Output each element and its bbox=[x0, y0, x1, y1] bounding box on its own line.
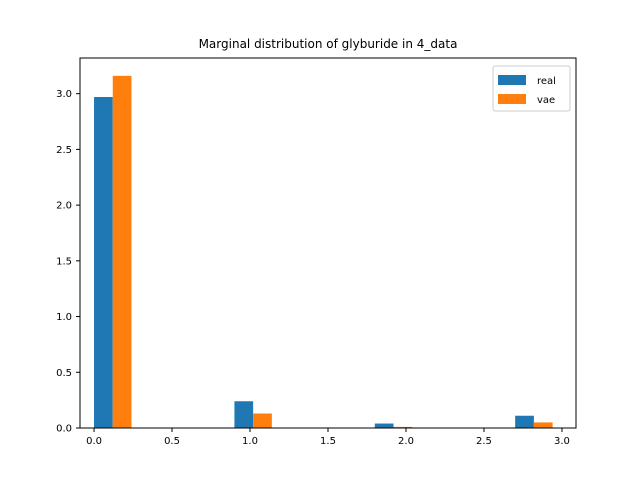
bar-vae-3 bbox=[393, 426, 413, 428]
legend-swatch-vae bbox=[498, 94, 526, 104]
x-tick-label-6: 2.5 bbox=[476, 436, 492, 447]
y-tick-label-5: 2.0 bbox=[56, 201, 72, 212]
legend-label-vae: vae bbox=[537, 95, 555, 106]
y-tick-label-1: 0.0 bbox=[56, 424, 72, 435]
legend-box bbox=[492, 65, 571, 112]
x-tick-label-4: 1.5 bbox=[320, 436, 336, 447]
x-tick-label-1: 0.0 bbox=[86, 436, 102, 447]
y-tick-label-2: 0.5 bbox=[56, 368, 72, 379]
y-tick-label-4: 1.5 bbox=[56, 256, 72, 267]
legend: real vae bbox=[492, 65, 571, 112]
legend-swatch-real bbox=[498, 75, 526, 85]
x-tick-label-2: 0.5 bbox=[164, 436, 180, 447]
bar-real-1 bbox=[94, 97, 113, 428]
y-axis-ticks: 0.0 0.5 1.0 1.5 2.0 2.5 3.0 bbox=[56, 89, 80, 435]
x-tick-label-7: 3.0 bbox=[554, 436, 570, 447]
y-tick-label-7: 3.0 bbox=[56, 89, 72, 100]
bar-series-group bbox=[94, 75, 553, 428]
y-tick-label-6: 2.5 bbox=[56, 145, 72, 156]
bar-real-3 bbox=[374, 423, 394, 428]
axes-frame bbox=[79, 57, 577, 429]
x-tick-label-3: 1.0 bbox=[242, 436, 258, 447]
bar-real-4 bbox=[515, 415, 534, 428]
bar-vae-4 bbox=[533, 422, 553, 428]
bar-real-2 bbox=[234, 401, 254, 428]
bar-vae-2 bbox=[253, 413, 272, 428]
plot-area: 0.0 0.5 1.0 1.5 2.0 2.5 3.0 0.0 0.5 1.0 1.5 2.0 2.5 3… bbox=[56, 75, 570, 447]
bar-vae-1 bbox=[112, 75, 132, 428]
x-axis-ticks: 0.0 0.5 1.0 1.5 2.0 2.5 3.0 bbox=[86, 428, 570, 447]
chart-title: Marginal distribution of glyburide in 4_… bbox=[199, 37, 458, 51]
y-tick-label-3: 1.0 bbox=[56, 312, 72, 323]
x-tick-label-5: 2.0 bbox=[398, 436, 414, 447]
legend-label-real: real bbox=[537, 76, 556, 87]
